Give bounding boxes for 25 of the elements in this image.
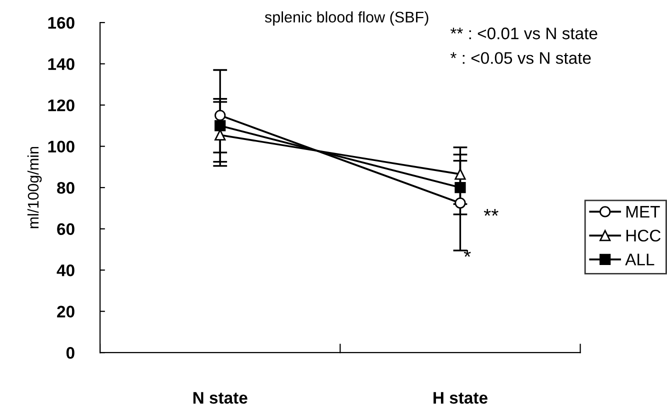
legend-label: MET <box>626 206 660 218</box>
point <box>454 168 466 180</box>
x-tick-label: N state <box>193 392 248 404</box>
y-tick-label: 140 <box>48 58 74 70</box>
y-tick-label: 0 <box>66 347 74 359</box>
legend-label: ALL <box>625 254 654 266</box>
y-tick-label: 20 <box>57 306 74 318</box>
y-tick-label: 160 <box>48 16 74 29</box>
legend-label: HCC <box>626 230 661 242</box>
y-tick-label: 40 <box>56 264 74 276</box>
y-tick-label: 80 <box>57 182 74 194</box>
annotation: * : <0.05 vs N state <box>450 52 591 64</box>
annotation: ** : <0.01 vs N state <box>450 28 598 40</box>
point <box>454 197 466 209</box>
point <box>454 182 466 194</box>
y-tick-label: 120 <box>48 99 74 112</box>
annotation: * <box>464 250 471 257</box>
annotation: ** <box>484 208 498 216</box>
y-tick-label: 60 <box>57 223 74 236</box>
x-tick-label: H state <box>434 392 488 404</box>
chart-title: splenic blood flow (SBF) <box>264 11 428 26</box>
y-axis-title: ml/100g/min <box>27 146 42 228</box>
point <box>214 120 226 132</box>
point <box>214 110 226 121</box>
y-tick-label: 100 <box>48 140 74 153</box>
